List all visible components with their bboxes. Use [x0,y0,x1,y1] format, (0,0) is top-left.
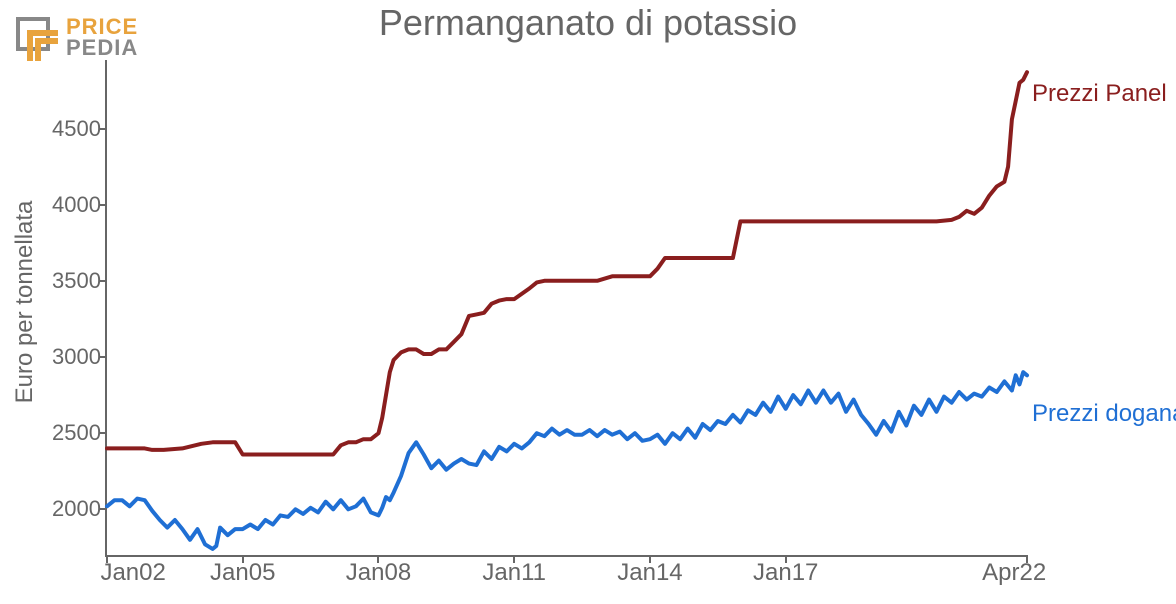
chart-lines-svg [107,60,1027,555]
x-tick-mark [377,555,379,563]
x-tick-label: Jan05 [210,559,275,587]
x-tick-mark [242,555,244,563]
x-tick-mark [513,555,515,563]
chart-title: Permanganato di potassio [0,2,1176,44]
x-tick-label: Jan02 [100,559,165,587]
y-tick-label: 4500 [52,116,101,142]
y-tick-label: 3500 [52,268,101,294]
y-tick-mark [99,280,107,282]
x-tick-label: Jan08 [346,559,411,587]
y-tick-mark [99,508,107,510]
x-tick-label: Jan17 [753,559,818,587]
series-label-prezzi-doganali: Prezzi doganali [1032,400,1176,428]
y-tick-mark [99,432,107,434]
y-tick-label: 2500 [52,420,101,446]
x-tick-mark [106,555,108,563]
x-tick-label: Jan14 [617,559,682,587]
x-tick-mark [1026,555,1028,563]
y-tick-mark [99,204,107,206]
x-tick-mark [785,555,787,563]
x-tick-mark [649,555,651,563]
series-label-prezzi-panel: Prezzi Panel [1032,80,1167,108]
y-tick-label: 2000 [52,496,101,522]
y-tick-mark [99,356,107,358]
series-line-prezzi-doganali [107,372,1027,549]
y-tick-label: 4000 [52,192,101,218]
x-tick-label: Jan11 [482,559,546,587]
chart-container: PRICE PEDIA Permanganato di potassio Eur… [0,0,1176,604]
x-tick-label: Apr22 [982,559,1046,587]
plot-area: 200025003000350040004500Jan02Jan05Jan08J… [105,60,1027,557]
series-line-prezzi-panel [107,72,1027,454]
y-tick-mark [99,128,107,130]
y-tick-label: 3000 [52,344,101,370]
